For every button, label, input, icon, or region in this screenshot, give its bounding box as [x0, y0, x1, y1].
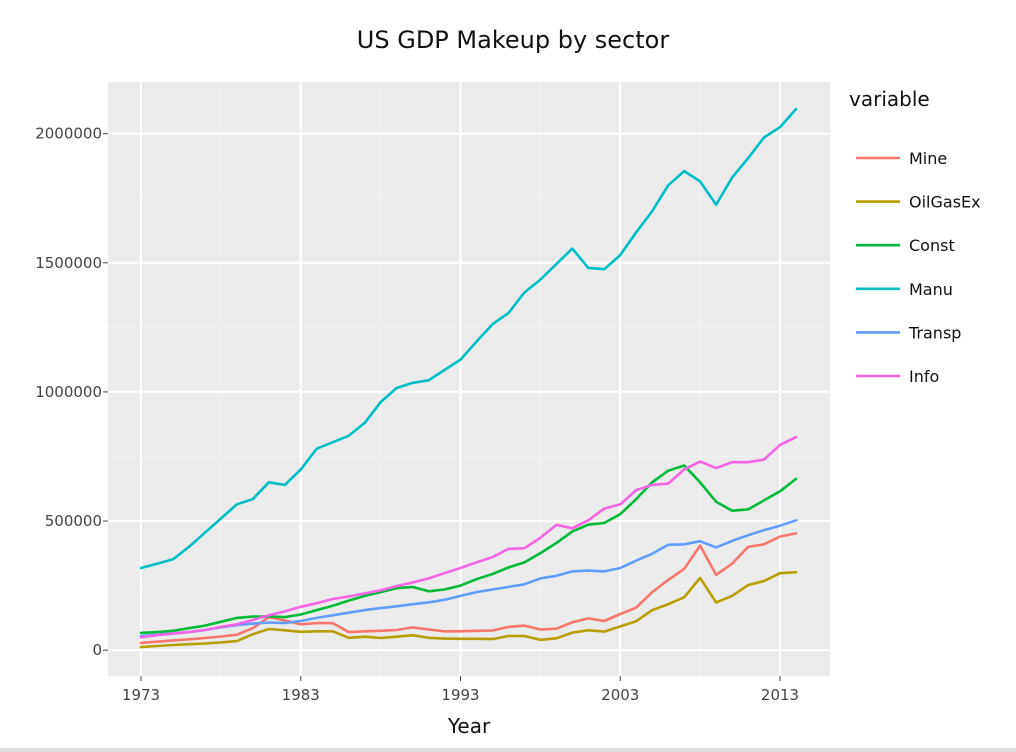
legend: Mine OilGasEx Const Manu Transp Info	[856, 149, 981, 386]
series-line-info	[139, 435, 798, 639]
series-line-transp	[139, 518, 798, 638]
chart-title: US GDP Makeup by sector	[357, 26, 670, 54]
y-tick-label: 1500000	[35, 254, 102, 272]
legend-label-info: Info	[909, 367, 939, 386]
x-tick-label: 2003	[601, 686, 639, 704]
series-line-manu	[139, 107, 798, 570]
series-lines	[139, 107, 798, 649]
x-tick-label: 1993	[441, 686, 479, 704]
x-axis-title: Year	[447, 714, 491, 738]
x-tick-label: 2013	[761, 686, 799, 704]
x-tick-label: 1973	[122, 686, 160, 704]
y-tick-label: 0	[92, 641, 102, 659]
legend-label-mine: Mine	[909, 149, 947, 168]
legend-title: variable	[849, 87, 930, 111]
x-tick-label: 1983	[282, 686, 320, 704]
y-tick-label: 500000	[45, 512, 102, 530]
grid-lines	[108, 82, 830, 676]
legend-label-transp: Transp	[908, 323, 961, 342]
y-tick-label: 2000000	[35, 125, 102, 143]
legend-label-oilgasex: OilGasEx	[909, 193, 981, 212]
y-axis-ticks: 0 500000 1000000 1500000 2000000	[35, 125, 108, 659]
y-tick-label: 1000000	[35, 383, 102, 401]
legend-label-manu: Manu	[909, 280, 953, 299]
series-line-mine	[139, 532, 798, 645]
x-axis-ticks: 1973 1983 1993 2003 2013	[122, 676, 799, 704]
series-line-oilgasex	[139, 570, 798, 649]
bottom-border	[0, 748, 1016, 752]
legend-label-const: Const	[909, 236, 955, 255]
plot-panel	[108, 82, 830, 676]
